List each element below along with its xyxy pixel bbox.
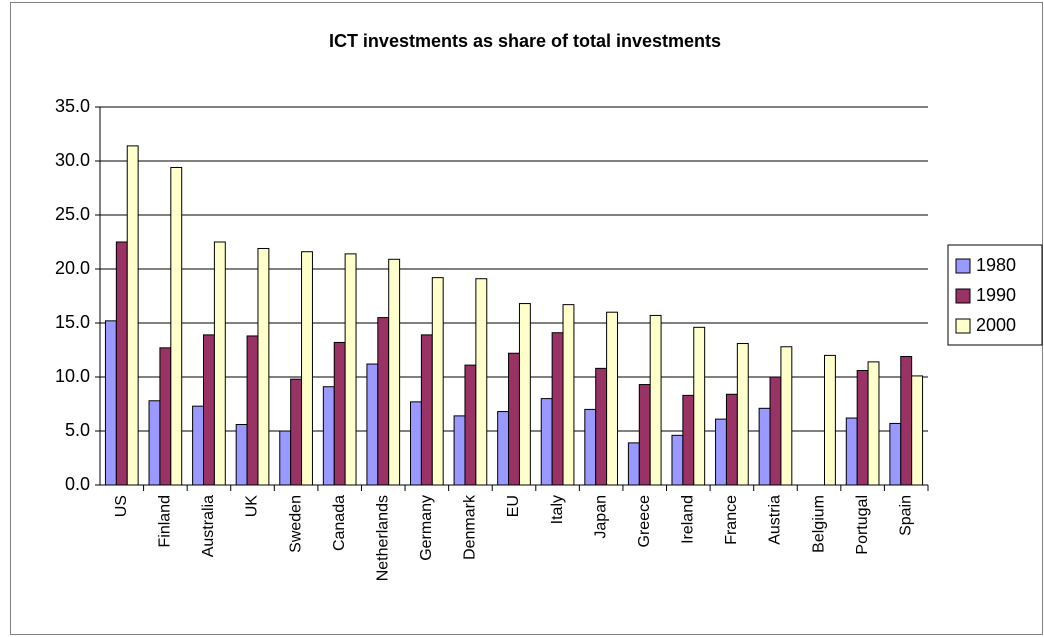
legend-label: 2000 xyxy=(976,315,1016,335)
bar xyxy=(638,384,651,486)
x-tick-label: Netherlands xyxy=(374,495,391,581)
bar xyxy=(246,335,259,486)
x-tick-label: Portugal xyxy=(854,495,871,555)
chart-title: ICT investments as share of total invest… xyxy=(329,31,721,51)
x-tick-label: Denmark xyxy=(462,494,479,560)
bar xyxy=(257,247,270,486)
x-tick-label: Ireland xyxy=(680,495,697,544)
x-tick-label: Germany xyxy=(418,495,435,561)
x-tick-label: US xyxy=(113,495,130,517)
bar xyxy=(606,311,619,486)
bar xyxy=(464,364,477,486)
bar xyxy=(518,303,531,486)
bar xyxy=(671,434,684,486)
y-tick-label: 20.0 xyxy=(55,258,90,278)
bar xyxy=(301,251,313,486)
bar xyxy=(388,258,401,486)
bar xyxy=(203,334,215,486)
bar xyxy=(856,370,869,486)
bar xyxy=(235,424,248,486)
x-tick-label: Finland xyxy=(157,495,174,547)
legend-swatch xyxy=(955,258,971,274)
bar xyxy=(475,278,488,486)
bar xyxy=(769,376,782,486)
y-tick-label: 10.0 xyxy=(55,366,90,386)
x-tick-label: Italy xyxy=(549,495,566,524)
bar xyxy=(377,317,390,486)
bar xyxy=(682,394,695,486)
bar xyxy=(540,398,553,486)
bar xyxy=(431,277,444,486)
bar xyxy=(649,314,662,486)
bar xyxy=(497,411,510,486)
bar xyxy=(126,145,139,486)
bar xyxy=(420,334,433,486)
bar xyxy=(453,415,466,486)
bar xyxy=(911,375,924,486)
bar xyxy=(115,241,128,486)
bar xyxy=(508,352,520,486)
bar xyxy=(889,422,902,486)
y-tick-label: 0.0 xyxy=(65,474,90,494)
x-tick-label: Spain xyxy=(897,495,914,536)
bar xyxy=(192,405,205,486)
legend-label: 1980 xyxy=(976,255,1016,275)
bar xyxy=(824,354,836,486)
bar xyxy=(736,343,749,486)
x-tick-label: Sweden xyxy=(287,495,304,553)
x-tick-label: Austria xyxy=(767,495,784,545)
bar xyxy=(279,430,292,486)
bar xyxy=(344,253,357,486)
bar xyxy=(159,347,172,486)
bar xyxy=(290,378,303,486)
bar xyxy=(867,361,880,486)
x-tick-label: Greece xyxy=(636,495,653,548)
y-tick-label: 5.0 xyxy=(65,420,90,440)
bar xyxy=(410,401,422,486)
legend-label: 1990 xyxy=(976,285,1016,305)
x-tick-label: Belgium xyxy=(810,495,827,553)
legend-swatch xyxy=(955,288,971,304)
x-tick-label: Japan xyxy=(592,495,609,539)
bar xyxy=(693,326,706,486)
bar xyxy=(366,363,379,486)
bar xyxy=(627,442,640,486)
legend-swatch xyxy=(955,318,971,334)
bar xyxy=(900,355,913,486)
bar xyxy=(584,408,597,486)
y-tick-label: 25.0 xyxy=(55,204,90,224)
y-tick-label: 35.0 xyxy=(55,96,90,116)
bar xyxy=(715,418,727,486)
x-tick-label: UK xyxy=(244,495,261,518)
x-tick-label: Canada xyxy=(331,495,348,551)
bar xyxy=(551,332,564,486)
bar xyxy=(845,417,858,486)
bar xyxy=(780,346,793,486)
bar xyxy=(104,320,117,486)
bar xyxy=(213,241,226,486)
x-tick-label: EU xyxy=(505,495,522,517)
x-tick-label: Australia xyxy=(200,495,217,557)
bar xyxy=(562,304,575,486)
bar xyxy=(758,407,771,486)
bar xyxy=(148,400,161,486)
bar xyxy=(333,341,346,486)
bar xyxy=(725,393,738,486)
bar xyxy=(322,386,335,486)
y-tick-label: 30.0 xyxy=(55,150,90,170)
bar xyxy=(595,367,608,486)
x-tick-label: France xyxy=(723,495,740,545)
y-tick-label: 15.0 xyxy=(55,312,90,332)
bar xyxy=(170,166,183,486)
